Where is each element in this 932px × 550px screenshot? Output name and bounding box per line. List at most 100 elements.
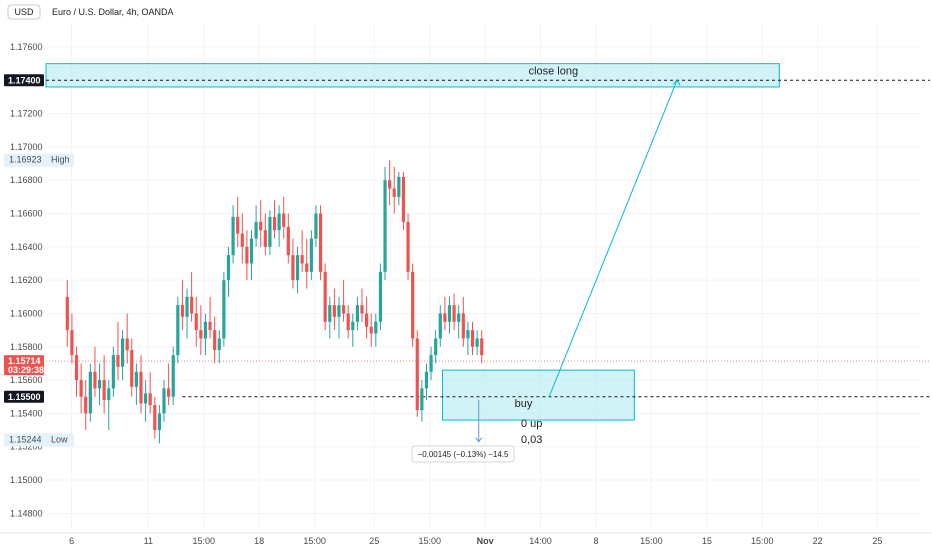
candle-up <box>374 321 378 334</box>
measure-box <box>411 445 515 463</box>
x-tick-label: 18 <box>254 536 264 546</box>
note-line-1: 0 up <box>521 418 542 430</box>
x-tick-label: 25 <box>872 536 882 546</box>
candle-down <box>139 371 143 404</box>
current-price-badge <box>4 355 44 376</box>
candle-down <box>236 216 240 234</box>
candle-up <box>217 338 221 351</box>
candle-up <box>97 380 102 389</box>
high-tag-value: 1.16923 <box>9 155 42 165</box>
low-tag-tag: Low <box>51 434 68 444</box>
candle-up <box>176 305 180 356</box>
candles-layer <box>65 160 484 444</box>
candle-down <box>443 313 447 322</box>
high-tag-tag: High <box>51 155 70 165</box>
candle-up <box>249 238 254 264</box>
low-tag <box>4 433 74 447</box>
candle-down <box>116 355 120 367</box>
x-tick-label: 11 <box>144 536 153 546</box>
candle-up <box>309 238 313 272</box>
y-axis[interactable]: 1.17600 1.17200 1.17000 1.16800 1.16600 1.164… <box>4 42 74 518</box>
currency-label: USD <box>14 7 34 17</box>
x-tick-label: Nov <box>477 536 494 546</box>
candle-up <box>475 338 479 347</box>
candle-down <box>153 405 157 431</box>
y-tick-label: 1.15600 <box>10 375 43 385</box>
current-price-badge-countdown: 03:29:38 <box>8 365 44 375</box>
candle-up <box>378 271 383 322</box>
candle-down <box>470 330 475 347</box>
candle-down <box>452 305 456 322</box>
price-badge-1-155 <box>4 390 44 403</box>
candle-up <box>111 355 115 389</box>
candle-down <box>369 326 373 334</box>
currency-badge[interactable] <box>7 4 41 20</box>
candle-down <box>406 221 410 272</box>
trend-arrow-line <box>548 80 678 397</box>
candle-up <box>457 313 461 322</box>
candle-down <box>93 371 97 389</box>
candle-down <box>79 380 83 397</box>
x-tick-label: 22 <box>813 536 823 546</box>
x-tick-label: 15:00 <box>418 536 441 546</box>
x-tick-label: 6 <box>69 536 74 546</box>
candle-down <box>190 296 194 314</box>
candle-down <box>70 330 74 356</box>
candle-up <box>226 255 231 281</box>
y-tick-label: 1.16800 <box>10 175 43 185</box>
candle-down <box>245 246 249 264</box>
low-tag-value: 1.15244 <box>9 434 42 444</box>
candle-down <box>199 330 203 339</box>
y-tick-label: 1.15400 <box>10 408 43 418</box>
candle-down <box>341 305 346 314</box>
candle-down <box>286 226 290 256</box>
candle-down <box>167 388 171 397</box>
x-axis[interactable]: 6 11 15:00 18 15:00 25 15:00 Nov 14:00 8 15:00 15 15… <box>0 532 932 546</box>
candle-up <box>171 355 175 397</box>
candle-up <box>447 305 452 322</box>
y-tick-label: 1.14800 <box>10 508 43 518</box>
note-line-2: 0,03 <box>521 434 542 446</box>
candle-up <box>355 305 359 322</box>
candle-down <box>282 213 286 227</box>
candle-up <box>438 313 442 339</box>
candle-up <box>185 296 189 317</box>
x-tick-label: 8 <box>593 536 598 546</box>
candle-up <box>134 371 138 387</box>
candle-down <box>415 338 419 411</box>
candle-down <box>125 338 129 351</box>
buy-zone-label: buy <box>515 398 533 410</box>
x-tick-label: 15:00 <box>751 536 774 546</box>
candle-down <box>208 321 212 331</box>
close-long-zone <box>45 63 780 88</box>
candle-down <box>300 255 304 264</box>
y-tick-label: 1.16000 <box>10 308 43 318</box>
x-tick-label: 14:00 <box>529 536 552 546</box>
candle-down <box>213 330 217 351</box>
y-tick-label: 1.15800 <box>10 342 43 352</box>
candle-up <box>351 321 355 331</box>
chart-title: Euro / U.S. Dollar, 4h, OANDA <box>52 7 174 17</box>
candle-down <box>272 216 277 231</box>
candle-up <box>328 305 332 322</box>
candle-down <box>102 380 106 401</box>
x-tick-label: 25 <box>369 536 379 546</box>
candle-down <box>401 176 406 222</box>
x-tick-label: 15:00 <box>303 536 326 546</box>
candle-up <box>383 180 387 272</box>
current-price-badge-label: 1.15714 <box>8 356 41 366</box>
candle-down <box>365 313 369 327</box>
candle-up <box>203 321 208 339</box>
candle-up <box>429 355 433 372</box>
candle-up <box>337 305 341 317</box>
candle-up <box>231 216 235 256</box>
candle-down <box>194 313 198 331</box>
high-tag <box>4 153 74 167</box>
candle-down <box>240 233 244 247</box>
candle-up <box>162 388 166 414</box>
y-tick-label: 1.16200 <box>10 275 43 285</box>
buy-zone <box>441 369 635 421</box>
candle-down <box>291 255 295 281</box>
candle-down <box>461 313 465 339</box>
